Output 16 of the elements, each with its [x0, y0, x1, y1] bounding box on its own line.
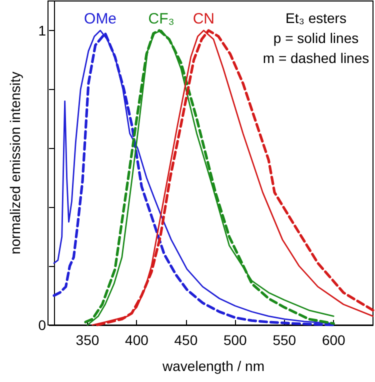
x-tick-label: 500: [223, 332, 248, 348]
x-tick-label: 450: [174, 332, 198, 348]
annotation: m = dashed lines: [262, 50, 370, 66]
series-label: CF₃: [148, 10, 174, 28]
x-tick-label: 350: [76, 332, 100, 348]
x-tick-label: 600: [322, 332, 346, 348]
series-label: CN: [192, 10, 214, 28]
annotation: p = solid lines: [273, 30, 359, 46]
y-tick-label: 0: [38, 317, 46, 333]
x-tick-label: 550: [272, 332, 296, 348]
x-tick-label: 400: [125, 332, 149, 348]
x-axis-title: wavelength / nm: [162, 358, 264, 374]
y-tick-label: 1: [38, 22, 46, 38]
series-label: OMe: [84, 10, 117, 28]
annotation: Et₃ esters: [286, 10, 346, 26]
y-axis-title: normalized emission intensity: [7, 72, 23, 254]
